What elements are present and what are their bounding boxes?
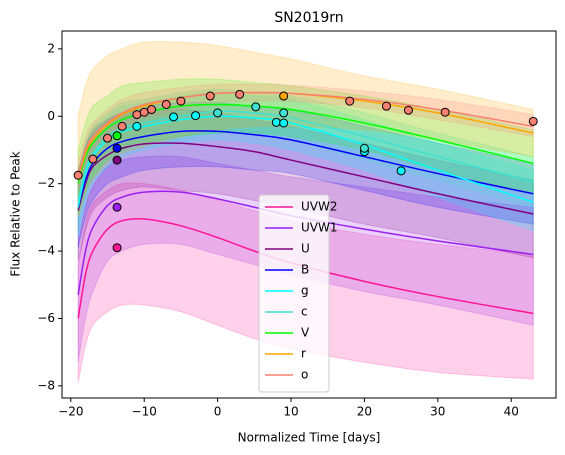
y-tick-label: 2: [47, 41, 55, 55]
plot-frame: [61, 30, 557, 399]
x-tick-label: −10: [132, 405, 157, 419]
data-point: [235, 89, 245, 99]
model-line: [77, 103, 534, 184]
x-tick-label: 0: [214, 405, 222, 419]
data-point: [279, 108, 289, 118]
data-point: [112, 143, 122, 153]
model-line: [77, 190, 534, 295]
data-point: [440, 107, 450, 117]
model-line: [77, 142, 534, 215]
x-tick-label: 20: [357, 405, 372, 419]
legend-label: g: [301, 284, 309, 298]
data-point: [161, 99, 171, 109]
data-point: [403, 105, 413, 115]
data-point: [279, 118, 289, 128]
data-point: [396, 166, 406, 176]
x-tick-label: −20: [58, 405, 83, 419]
y-tick-label: −8: [37, 378, 55, 392]
legend-label: c: [301, 305, 308, 319]
data-point: [73, 170, 83, 180]
x-axis-label: Normalized Time [days]: [238, 431, 381, 445]
y-tick-label: −2: [37, 176, 55, 190]
chart-title: SN2019rn: [274, 10, 343, 26]
data-point: [251, 102, 261, 112]
data-point: [359, 143, 369, 153]
x-tick-label: 30: [430, 405, 445, 419]
data-point: [381, 101, 391, 111]
model-line: [77, 110, 534, 201]
y-tick-label: −6: [37, 311, 55, 325]
legend-label: o: [301, 368, 308, 382]
data-point: [169, 112, 179, 122]
data-point: [117, 121, 127, 131]
data-point: [139, 107, 149, 117]
data-point: [213, 108, 223, 118]
data-point: [132, 121, 142, 131]
uncertainty-band: [77, 92, 534, 238]
data-point: [112, 202, 122, 212]
data-point: [176, 96, 186, 106]
data-point: [345, 96, 355, 106]
y-tick-label: −4: [37, 244, 55, 258]
legend-label: B: [301, 263, 309, 277]
uncertainty-band: [77, 88, 534, 228]
data-point: [112, 155, 122, 165]
legend-label: r: [301, 347, 306, 361]
y-axis-label: Flux Relative to Peak: [9, 151, 23, 276]
data-point: [147, 105, 157, 115]
legend-label: UVW1: [301, 221, 338, 235]
data-point: [205, 91, 215, 101]
legend-box: [258, 194, 330, 393]
model-line: [77, 91, 534, 178]
data-point: [132, 110, 142, 120]
model-line: [77, 217, 534, 319]
data-point: [103, 133, 113, 143]
data-point: [112, 131, 122, 141]
data-point: [271, 117, 281, 127]
x-tick-label: 10: [283, 405, 298, 419]
legend-label: V: [301, 326, 310, 340]
data-point: [112, 243, 122, 253]
x-tick-label: 40: [504, 405, 519, 419]
data-point: [191, 111, 201, 121]
uncertainty-band: [77, 40, 534, 218]
legend-label: U: [301, 242, 310, 256]
y-tick-label: 0: [47, 109, 55, 123]
data-point: [528, 116, 538, 126]
legend-label: UVW2: [301, 200, 338, 214]
data-point: [279, 91, 289, 101]
data-point: [88, 154, 98, 164]
